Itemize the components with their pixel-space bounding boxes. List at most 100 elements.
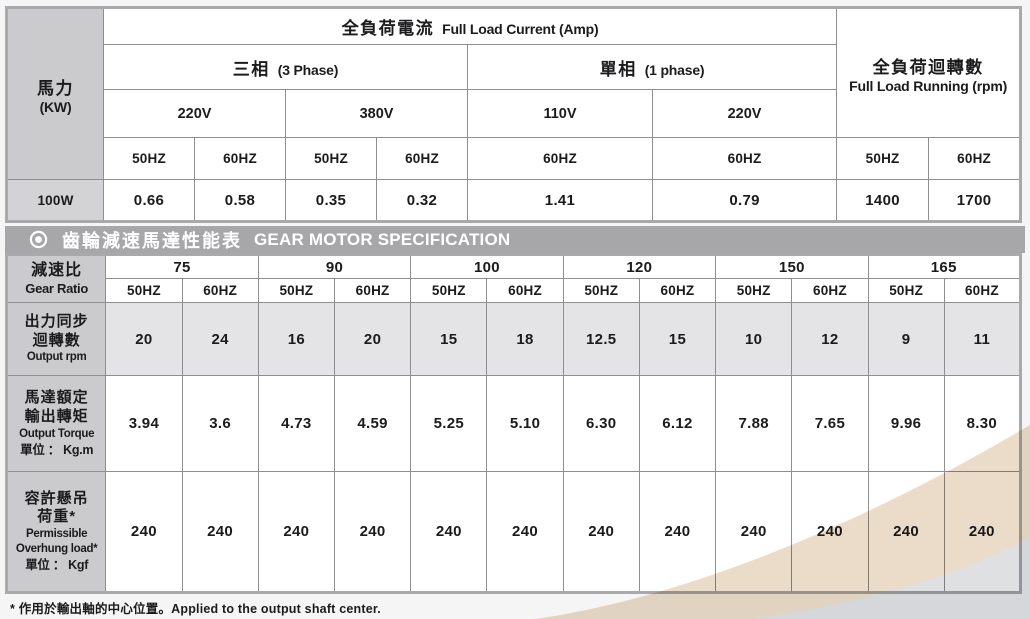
- overhung-load-cell: 240: [562, 471, 640, 593]
- gear-freq-header: 60HZ: [638, 278, 717, 303]
- three-phase-header: 三相 (3 Phase): [103, 44, 468, 90]
- current-value-cell: 0.66: [103, 179, 195, 222]
- output-rpm-cell: 18: [486, 302, 564, 376]
- ratio-header-165: 165: [867, 254, 1021, 279]
- power-column-header: 馬力 (KW): [6, 7, 104, 180]
- single-phase-header: 單相 (1 phase): [466, 44, 838, 90]
- gear-freq-header: 60HZ: [181, 278, 259, 303]
- freq-header: 60HZ: [467, 137, 653, 180]
- output-rpm-cell: 15: [410, 302, 488, 376]
- gear-ratio-header: 減速比 Gear Ratio: [5, 254, 107, 303]
- current-value-cell: 0.58: [194, 179, 286, 222]
- gear-ratio-en: Gear Ratio: [25, 280, 89, 296]
- rpm-group-header: 全負荷迴轉數 Full Load Running (rpm): [836, 7, 1022, 138]
- gear-freq-header: 50HZ: [410, 278, 488, 303]
- output-rpm-cell: 20: [105, 302, 183, 376]
- section-title-en: GEAR MOTOR SPECIFICATION: [254, 229, 511, 249]
- gear-freq-header: 50HZ: [105, 278, 183, 303]
- row-label-zh: 馬達額定: [24, 389, 89, 407]
- freq-header: 60HZ: [376, 137, 468, 180]
- output-rpm-cell: 20: [333, 302, 412, 376]
- ratio-header-75: 75: [105, 254, 259, 279]
- row-label-en: Output rpm: [26, 351, 87, 364]
- rpm-value-cell: 1700: [928, 179, 1022, 222]
- output-torque-cell: 5.25: [410, 375, 488, 472]
- output-rpm-cell: 9: [867, 302, 945, 376]
- footnote: * 作用於輸出軸的中心位置。Applied to the output shaf…: [10, 602, 381, 616]
- overhung-load-cell: 240: [638, 471, 717, 593]
- output-torque-cell: 6.30: [562, 375, 640, 472]
- row-label-unit: 單位 ： Kg.m: [20, 442, 94, 457]
- output-rpm-cell: 15: [638, 302, 717, 376]
- overhung-load-cell: 240: [410, 471, 488, 593]
- gear-motor-spec-table: 減速比 Gear Ratio 75 90 100 120 150 165 50H…: [5, 253, 1022, 594]
- gear-ratio-zh: 減速比: [31, 261, 83, 279]
- current-header-en: Full Load Current (Amp): [442, 21, 599, 37]
- output-torque-row-label: 馬達額定 輸出轉矩 Output Torque 單位 ： Kg.m: [5, 375, 107, 472]
- row-label-zh: 迴轉數: [32, 331, 81, 349]
- row-label-unit: 單位 ： Kgf: [25, 558, 89, 573]
- output-torque-cell: 8.30: [943, 375, 1022, 472]
- three-phase-zh: 三相: [232, 59, 270, 79]
- full-load-current-table: 馬力 (KW) 全負荷電流 Full Load Current (Amp) 全負荷…: [5, 6, 1023, 223]
- voltage-header-220v-3ph: 220V: [103, 89, 286, 138]
- rpm-value-cell: 1400: [836, 179, 930, 222]
- gear-freq-header: 50HZ: [715, 278, 793, 303]
- overhung-load-cell: 240: [486, 471, 564, 593]
- power-header-zh: 馬力: [37, 78, 74, 98]
- overhung-load-cell: 240: [333, 471, 412, 593]
- section-title-zh: 齒輪減速馬達性能表: [62, 230, 242, 251]
- output-rpm-cell: 16: [257, 302, 335, 376]
- rpm-freq-header: 60HZ: [928, 137, 1022, 180]
- gear-freq-header: 50HZ: [257, 278, 335, 303]
- output-torque-cell: 7.88: [715, 375, 793, 472]
- output-torque-cell: 4.59: [333, 375, 412, 472]
- output-rpm-cell: 12: [791, 302, 869, 376]
- overhung-load-cell: 240: [181, 471, 259, 593]
- output-rpm-cell: 11: [943, 302, 1022, 376]
- current-group-header: 全負荷電流 Full Load Current (Amp): [102, 7, 838, 45]
- three-phase-en: (3 Phase): [277, 61, 339, 78]
- freq-header: 60HZ: [651, 137, 838, 180]
- power-rating-cell: 100W: [6, 179, 104, 222]
- gear-freq-header: 60HZ: [943, 278, 1022, 303]
- gear-freq-header: 50HZ: [867, 278, 945, 303]
- gear-freq-header: 60HZ: [333, 278, 412, 303]
- gear-freq-header: 60HZ: [486, 278, 564, 303]
- voltage-header-110v-1ph: 110V: [467, 89, 653, 138]
- output-torque-cell: 5.10: [486, 375, 564, 472]
- output-rpm-cell: 12.5: [562, 302, 640, 376]
- gear-freq-header: 60HZ: [791, 278, 869, 303]
- output-torque-cell: 6.12: [638, 375, 717, 472]
- output-torque-cell: 3.94: [105, 375, 183, 472]
- row-label-zh: 容許懸吊: [24, 489, 89, 507]
- output-rpm-cell: 24: [181, 302, 259, 376]
- row-label-zh: 出力同步: [24, 312, 89, 330]
- single-phase-en: (1 phase): [644, 61, 705, 78]
- overhung-load-cell: 240: [257, 471, 335, 593]
- voltage-header-220v-1ph: 220V: [651, 89, 838, 138]
- overhung-load-cell: 240: [715, 471, 793, 593]
- ratio-header-150: 150: [715, 254, 869, 279]
- output-torque-cell: 7.65: [791, 375, 869, 472]
- voltage-header-380v-3ph: 380V: [285, 89, 468, 138]
- current-value-cell: 1.41: [467, 179, 653, 222]
- ratio-header-90: 90: [257, 254, 412, 279]
- power-header-en: (KW): [39, 98, 72, 115]
- output-torque-cell: 4.73: [257, 375, 335, 472]
- freq-header: 50HZ: [103, 137, 195, 180]
- current-header-zh: 全負荷電流: [341, 19, 435, 38]
- single-phase-zh: 單相: [599, 59, 637, 79]
- output-rpm-cell: 10: [715, 302, 793, 376]
- ratio-header-120: 120: [562, 254, 717, 279]
- current-value-cell: 0.32: [376, 179, 468, 222]
- current-value-cell: 0.79: [651, 179, 838, 222]
- freq-header: 60HZ: [194, 137, 286, 180]
- overhung-load-cell: 240: [867, 471, 945, 593]
- row-label-en: Overhung load*: [15, 543, 98, 556]
- output-rpm-row-label: 出力同步 迴轉數 Output rpm: [5, 302, 107, 376]
- rpm-header-en: Full Load Running (rpm): [849, 77, 1008, 94]
- current-value-cell: 0.35: [285, 179, 377, 222]
- row-label-zh: 荷重*: [37, 508, 77, 526]
